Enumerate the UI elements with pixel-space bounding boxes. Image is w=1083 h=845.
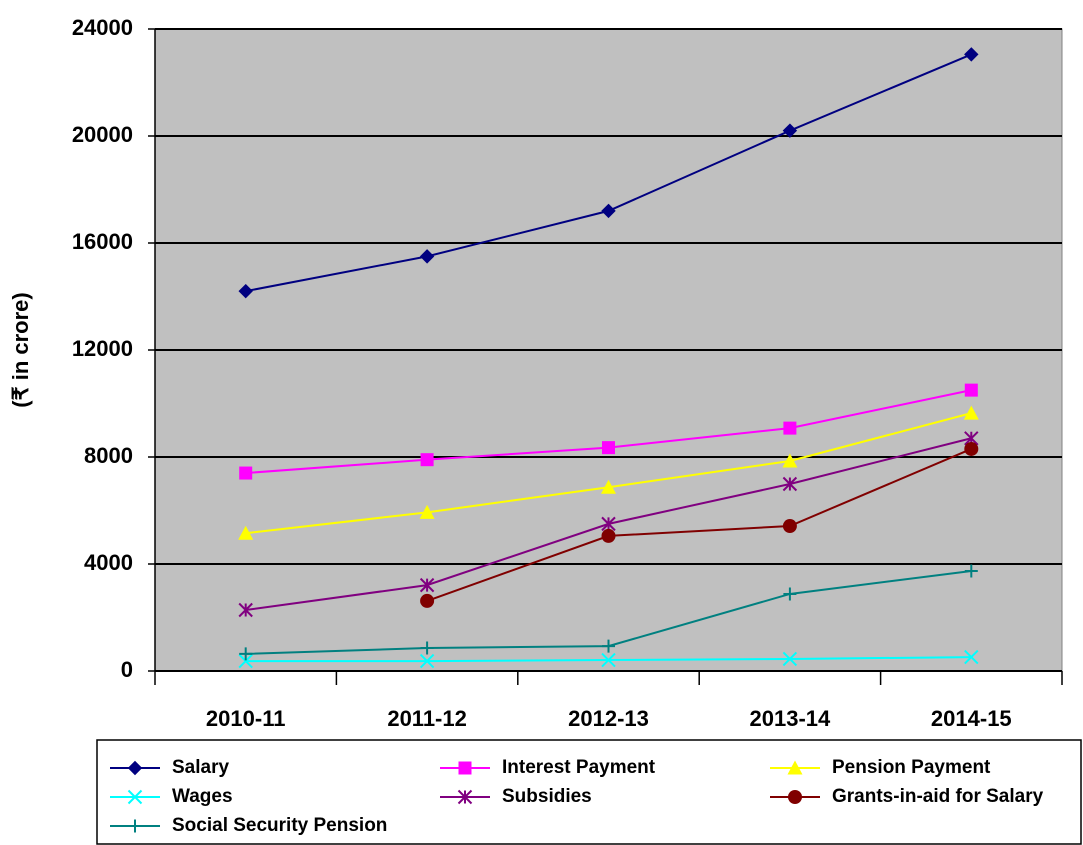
legend-marker bbox=[128, 819, 142, 833]
y-axis-label: (₹ in crore) bbox=[8, 292, 33, 407]
legend-label: Interest Payment bbox=[502, 757, 656, 778]
legend-label: Social Security Pension bbox=[172, 815, 387, 836]
data-point bbox=[964, 564, 978, 578]
x-tick-label: 2013-14 bbox=[750, 706, 832, 731]
y-tick-label: 24000 bbox=[72, 15, 133, 40]
data-point bbox=[782, 651, 798, 667]
data-point bbox=[601, 652, 616, 668]
data-point bbox=[601, 528, 616, 543]
data-point bbox=[420, 593, 435, 608]
data-point bbox=[964, 47, 979, 62]
legend-marker bbox=[127, 760, 143, 776]
legend-box bbox=[96, 739, 1082, 845]
series-line bbox=[426, 448, 972, 602]
data-point bbox=[419, 249, 435, 264]
y-tick-label: 16000 bbox=[72, 229, 133, 254]
data-point bbox=[783, 421, 797, 435]
data-point bbox=[782, 476, 798, 492]
data-point bbox=[238, 283, 253, 299]
legend-marker bbox=[457, 789, 473, 805]
legend-marker bbox=[787, 760, 803, 775]
legend-marker bbox=[788, 790, 802, 804]
data-point bbox=[964, 383, 978, 397]
x-tick-label: 2010-11 bbox=[206, 706, 286, 731]
data-point bbox=[239, 466, 253, 480]
data-point bbox=[601, 203, 616, 219]
data-point bbox=[964, 649, 979, 665]
data-point bbox=[602, 639, 615, 653]
data-point bbox=[420, 641, 434, 655]
data-point bbox=[601, 516, 616, 532]
y-tick-label: 4000 bbox=[84, 550, 133, 575]
data-point bbox=[602, 441, 615, 455]
data-point bbox=[963, 405, 979, 420]
legend-marker bbox=[458, 761, 472, 775]
y-tick-label: 12000 bbox=[72, 336, 133, 361]
legend-marker bbox=[127, 789, 143, 805]
legend-label: Wages bbox=[172, 786, 233, 807]
y-tick-label: 8000 bbox=[84, 443, 133, 468]
data-point bbox=[964, 441, 979, 456]
x-tick-label: 2014-15 bbox=[931, 706, 1012, 731]
data-point bbox=[238, 525, 254, 540]
y-tick-label: 20000 bbox=[72, 122, 133, 147]
data-point bbox=[601, 479, 616, 494]
data-point bbox=[420, 453, 434, 467]
data-point bbox=[239, 647, 253, 661]
data-point bbox=[782, 123, 798, 138]
data-point bbox=[419, 577, 435, 593]
data-point bbox=[238, 653, 253, 669]
data-point bbox=[783, 587, 797, 601]
legend-label: Salary bbox=[172, 757, 229, 778]
x-tick-label: 2012-13 bbox=[568, 706, 649, 731]
data-point bbox=[238, 602, 253, 618]
data-point bbox=[419, 504, 435, 519]
x-tick-label: 2011-12 bbox=[387, 706, 467, 731]
y-tick-label: 0 bbox=[121, 657, 133, 682]
legend-label: Grants-in-aid for Salary bbox=[832, 786, 1044, 807]
data-point bbox=[782, 453, 798, 468]
data-point bbox=[782, 519, 797, 534]
legend-label: Subsidies bbox=[502, 786, 592, 807]
data-point bbox=[419, 653, 435, 669]
legend-label: Pension Payment bbox=[832, 757, 991, 778]
